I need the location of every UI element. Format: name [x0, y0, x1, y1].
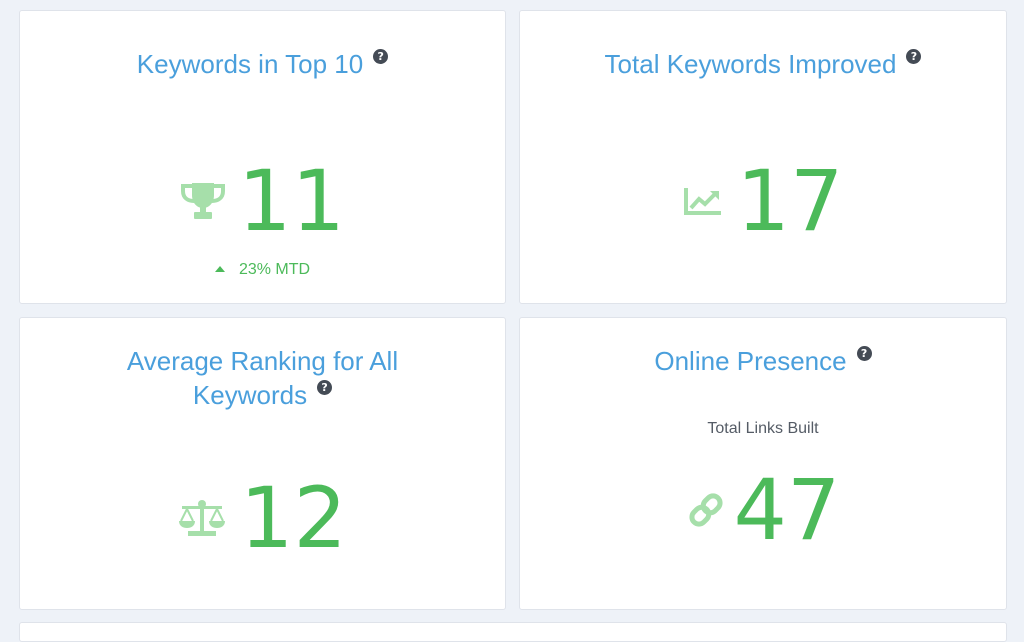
- card-subtitle: Total Links Built: [707, 420, 819, 437]
- keywords-top10-card: Keywords in Top 10? 11 23% MTD: [19, 10, 506, 304]
- metric: 12: [20, 476, 505, 560]
- metric: 11: [20, 159, 505, 243]
- link-icon: [686, 490, 726, 530]
- metric-value: 17: [736, 152, 844, 250]
- caret-up-icon: [214, 266, 225, 272]
- delta-value: 23% MTD: [238, 261, 311, 278]
- metric: 47: [520, 468, 1006, 552]
- metric-value: 12: [240, 469, 347, 567]
- card-title: Average Ranking for All Keywords?: [20, 344, 505, 412]
- help-icon[interactable]: ?: [906, 49, 922, 64]
- line-chart-icon: [683, 185, 723, 217]
- card-title: Online Presence?: [520, 344, 1006, 378]
- help-icon[interactable]: ?: [373, 49, 389, 64]
- next-card-partial: [19, 622, 1007, 642]
- balance-scale-icon: [178, 499, 226, 537]
- trophy-icon: [180, 181, 226, 221]
- card-title-text: Keywords in Top 10: [136, 49, 364, 79]
- card-title-line2-wrap: Keywords?: [20, 378, 505, 412]
- delta-text: 23% MTD: [20, 261, 505, 279]
- card-title-text: Total Keywords Improved: [604, 49, 897, 79]
- metric-value: 11: [238, 152, 345, 250]
- metric-value: 47: [733, 461, 841, 559]
- keywords-improved-card: Total Keywords Improved? 17: [519, 10, 1007, 304]
- card-title-text: Online Presence: [654, 346, 847, 376]
- card-title: Total Keywords Improved?: [520, 47, 1006, 81]
- card-title-line1: Average Ranking for All: [126, 346, 399, 376]
- metric: 17: [520, 159, 1006, 243]
- card-title-line2: Keywords: [192, 380, 308, 410]
- card-title: Keywords in Top 10?: [20, 47, 505, 81]
- help-icon[interactable]: ?: [317, 380, 333, 395]
- average-ranking-card: Average Ranking for All Keywords? 12: [19, 317, 506, 610]
- online-presence-card: Online Presence? Total Links Built 47: [519, 317, 1007, 610]
- help-icon[interactable]: ?: [856, 346, 872, 361]
